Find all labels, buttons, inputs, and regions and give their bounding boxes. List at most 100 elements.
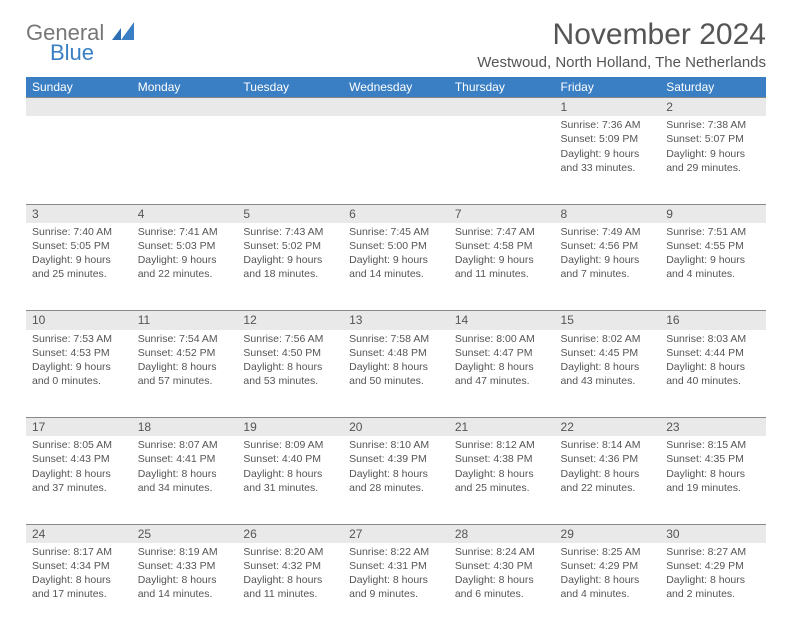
day-number-cell: 30 bbox=[660, 524, 766, 543]
day-number-cell: 6 bbox=[343, 204, 449, 223]
daylight-text: Daylight: 8 hours bbox=[243, 467, 337, 481]
day-number: 22 bbox=[561, 420, 574, 434]
day-cell: Sunrise: 8:15 AMSunset: 4:35 PMDaylight:… bbox=[660, 436, 766, 524]
day-number-cell: 26 bbox=[237, 524, 343, 543]
daylight-text: Daylight: 8 hours bbox=[138, 573, 232, 587]
day-number-cell: 5 bbox=[237, 204, 343, 223]
day-number-cell: 1 bbox=[555, 98, 661, 117]
daylight-text: Daylight: 9 hours bbox=[455, 253, 549, 267]
sunset-text: Sunset: 4:44 PM bbox=[666, 346, 760, 360]
daylight-text: Daylight: 9 hours bbox=[666, 147, 760, 161]
sunrise-text: Sunrise: 7:47 AM bbox=[455, 225, 549, 239]
day-number: 21 bbox=[455, 420, 468, 434]
day-number: 9 bbox=[666, 207, 673, 221]
sunset-text: Sunset: 5:05 PM bbox=[32, 239, 126, 253]
day-number-cell: 19 bbox=[237, 418, 343, 437]
daylight-text: Daylight: 8 hours bbox=[666, 360, 760, 374]
sunset-text: Sunset: 4:50 PM bbox=[243, 346, 337, 360]
daylight-text: Daylight: 8 hours bbox=[455, 573, 549, 587]
day-cell: Sunrise: 8:09 AMSunset: 4:40 PMDaylight:… bbox=[237, 436, 343, 524]
day-number: 6 bbox=[349, 207, 356, 221]
sunrise-text: Sunrise: 7:49 AM bbox=[561, 225, 655, 239]
daylight-text: Daylight: 8 hours bbox=[243, 573, 337, 587]
day-cell: Sunrise: 7:43 AMSunset: 5:02 PMDaylight:… bbox=[237, 223, 343, 311]
day-number: 2 bbox=[666, 100, 673, 114]
daylight-text: and 19 minutes. bbox=[666, 481, 760, 495]
day-number: 17 bbox=[32, 420, 45, 434]
daylight-text: Daylight: 8 hours bbox=[455, 360, 549, 374]
logo: General Blue bbox=[26, 18, 138, 64]
day-number: 14 bbox=[455, 313, 468, 327]
daylight-text: Daylight: 8 hours bbox=[349, 467, 443, 481]
sunrise-text: Sunrise: 8:19 AM bbox=[138, 545, 232, 559]
day-cell: Sunrise: 8:24 AMSunset: 4:30 PMDaylight:… bbox=[449, 543, 555, 631]
weekday-header: Wednesday bbox=[343, 77, 449, 98]
day-number: 13 bbox=[349, 313, 362, 327]
title-block: November 2024 Westwoud, North Holland, T… bbox=[477, 18, 766, 71]
day-cell: Sunrise: 7:38 AMSunset: 5:07 PMDaylight:… bbox=[660, 116, 766, 204]
weekday-header: Thursday bbox=[449, 77, 555, 98]
sunset-text: Sunset: 4:55 PM bbox=[666, 239, 760, 253]
day-number: 16 bbox=[666, 313, 679, 327]
day-cell: Sunrise: 7:45 AMSunset: 5:00 PMDaylight:… bbox=[343, 223, 449, 311]
daylight-text: and 2 minutes. bbox=[666, 587, 760, 601]
week-row: Sunrise: 7:53 AMSunset: 4:53 PMDaylight:… bbox=[26, 330, 766, 418]
sunrise-text: Sunrise: 8:12 AM bbox=[455, 438, 549, 452]
logo-mark-icon bbox=[112, 22, 138, 40]
week-row: Sunrise: 7:36 AMSunset: 5:09 PMDaylight:… bbox=[26, 116, 766, 204]
daylight-text: Daylight: 8 hours bbox=[349, 360, 443, 374]
day-cell: Sunrise: 7:54 AMSunset: 4:52 PMDaylight:… bbox=[132, 330, 238, 418]
daylight-text: Daylight: 9 hours bbox=[32, 253, 126, 267]
day-number-cell: 9 bbox=[660, 204, 766, 223]
calendar-table: Sunday Monday Tuesday Wednesday Thursday… bbox=[26, 77, 766, 631]
day-cell: Sunrise: 7:36 AMSunset: 5:09 PMDaylight:… bbox=[555, 116, 661, 204]
day-number: 5 bbox=[243, 207, 250, 221]
day-cell: Sunrise: 8:12 AMSunset: 4:38 PMDaylight:… bbox=[449, 436, 555, 524]
weekday-header: Friday bbox=[555, 77, 661, 98]
daylight-text: Daylight: 8 hours bbox=[666, 573, 760, 587]
sunrise-text: Sunrise: 7:51 AM bbox=[666, 225, 760, 239]
daylight-text: and 53 minutes. bbox=[243, 374, 337, 388]
sunrise-text: Sunrise: 8:02 AM bbox=[561, 332, 655, 346]
day-cell: Sunrise: 8:10 AMSunset: 4:39 PMDaylight:… bbox=[343, 436, 449, 524]
weekday-header: Sunday bbox=[26, 77, 132, 98]
week-row: Sunrise: 8:17 AMSunset: 4:34 PMDaylight:… bbox=[26, 543, 766, 631]
sunrise-text: Sunrise: 7:45 AM bbox=[349, 225, 443, 239]
day-cell: Sunrise: 8:27 AMSunset: 4:29 PMDaylight:… bbox=[660, 543, 766, 631]
sunset-text: Sunset: 4:41 PM bbox=[138, 452, 232, 466]
sunrise-text: Sunrise: 8:03 AM bbox=[666, 332, 760, 346]
sunset-text: Sunset: 4:38 PM bbox=[455, 452, 549, 466]
month-title: November 2024 bbox=[477, 18, 766, 52]
location: Westwoud, North Holland, The Netherlands bbox=[477, 54, 766, 71]
day-number-cell bbox=[26, 98, 132, 117]
daylight-text: Daylight: 8 hours bbox=[561, 573, 655, 587]
sunrise-text: Sunrise: 7:40 AM bbox=[32, 225, 126, 239]
sunset-text: Sunset: 5:03 PM bbox=[138, 239, 232, 253]
daylight-text: and 0 minutes. bbox=[32, 374, 126, 388]
daylight-text: and 14 minutes. bbox=[349, 267, 443, 281]
daylight-text: and 34 minutes. bbox=[138, 481, 232, 495]
daynum-row: 17181920212223 bbox=[26, 418, 766, 437]
day-number-cell: 8 bbox=[555, 204, 661, 223]
sunrise-text: Sunrise: 7:53 AM bbox=[32, 332, 126, 346]
day-number-cell: 20 bbox=[343, 418, 449, 437]
daylight-text: and 50 minutes. bbox=[349, 374, 443, 388]
daylight-text: Daylight: 8 hours bbox=[243, 360, 337, 374]
sunrise-text: Sunrise: 7:43 AM bbox=[243, 225, 337, 239]
daylight-text: Daylight: 9 hours bbox=[32, 360, 126, 374]
day-number-cell: 4 bbox=[132, 204, 238, 223]
sunset-text: Sunset: 4:33 PM bbox=[138, 559, 232, 573]
day-number-cell: 2 bbox=[660, 98, 766, 117]
header: General Blue November 2024 Westwoud, Nor… bbox=[26, 18, 766, 71]
daynum-row: 24252627282930 bbox=[26, 524, 766, 543]
day-number-cell bbox=[343, 98, 449, 117]
daylight-text: and 37 minutes. bbox=[32, 481, 126, 495]
daylight-text: and 31 minutes. bbox=[243, 481, 337, 495]
daylight-text: and 18 minutes. bbox=[243, 267, 337, 281]
sunrise-text: Sunrise: 7:58 AM bbox=[349, 332, 443, 346]
day-cell: Sunrise: 8:25 AMSunset: 4:29 PMDaylight:… bbox=[555, 543, 661, 631]
daylight-text: and 22 minutes. bbox=[561, 481, 655, 495]
day-cell: Sunrise: 8:14 AMSunset: 4:36 PMDaylight:… bbox=[555, 436, 661, 524]
daylight-text: and 47 minutes. bbox=[455, 374, 549, 388]
daylight-text: and 25 minutes. bbox=[455, 481, 549, 495]
